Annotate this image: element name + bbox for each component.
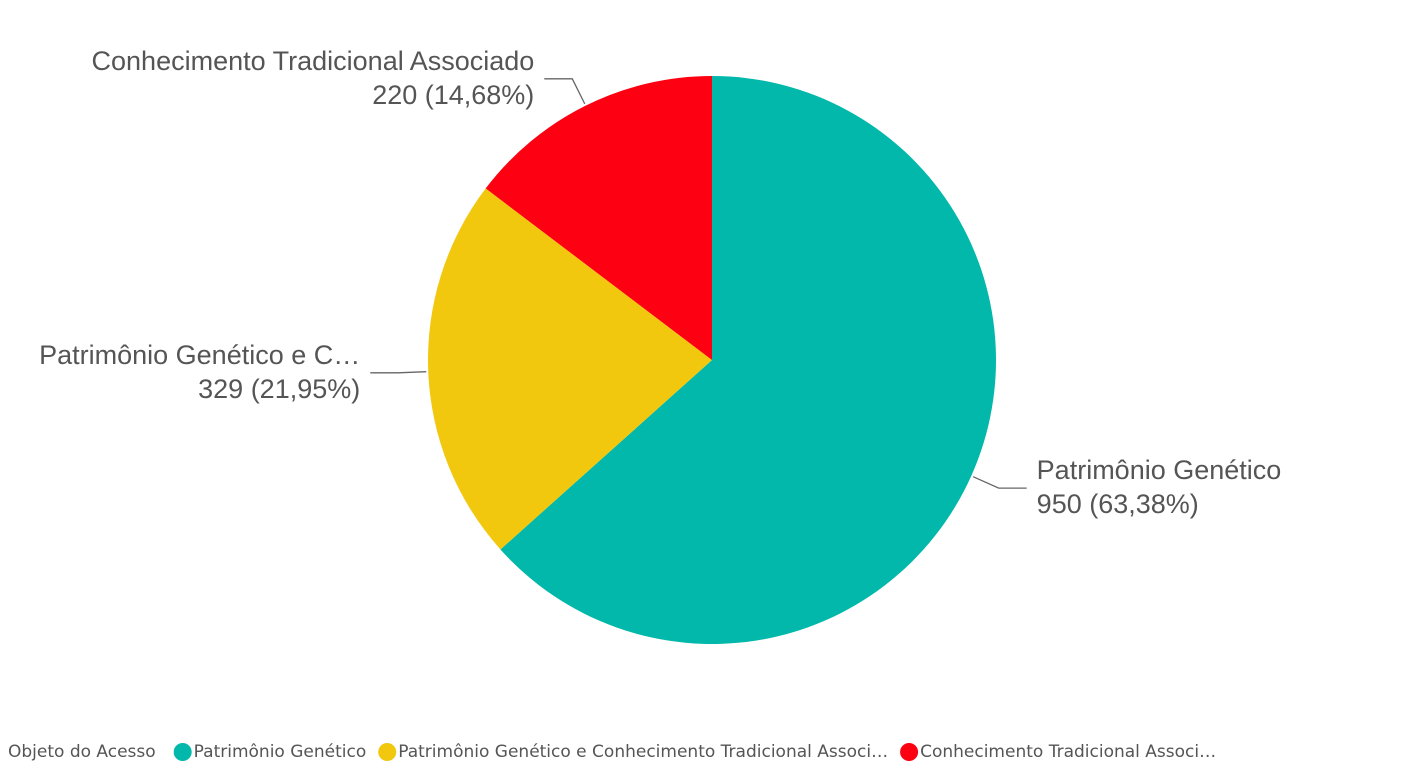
legend-entry: Patrimônio Genético e Conhecimento Tradi… <box>398 742 888 762</box>
legend-entry: Conhecimento Tradicional Associ… <box>920 742 1216 762</box>
legend-entry: Patrimônio Genético <box>194 742 367 762</box>
leader-line <box>972 476 1027 489</box>
legend-title: Objeto do Acesso <box>8 742 156 762</box>
slice-label: Conhecimento Tradicional Associado <box>92 46 535 76</box>
legend-marker <box>173 743 192 761</box>
legend-marker <box>900 743 919 761</box>
leader-line <box>544 78 586 105</box>
slice-value: 950 (63,38%) <box>1037 489 1199 519</box>
pie-slice <box>427 188 712 550</box>
slice-value: 220 (14,68%) <box>372 80 534 110</box>
legend-marker <box>378 743 397 761</box>
slice-value: 329 (21,95%) <box>198 374 360 404</box>
leader-line <box>370 371 427 374</box>
pie-slice <box>500 76 996 645</box>
pie-slice <box>485 76 712 360</box>
slice-label: Patrimônio Genético e C… <box>39 340 360 370</box>
slice-label: Patrimônio Genético <box>1037 455 1282 485</box>
